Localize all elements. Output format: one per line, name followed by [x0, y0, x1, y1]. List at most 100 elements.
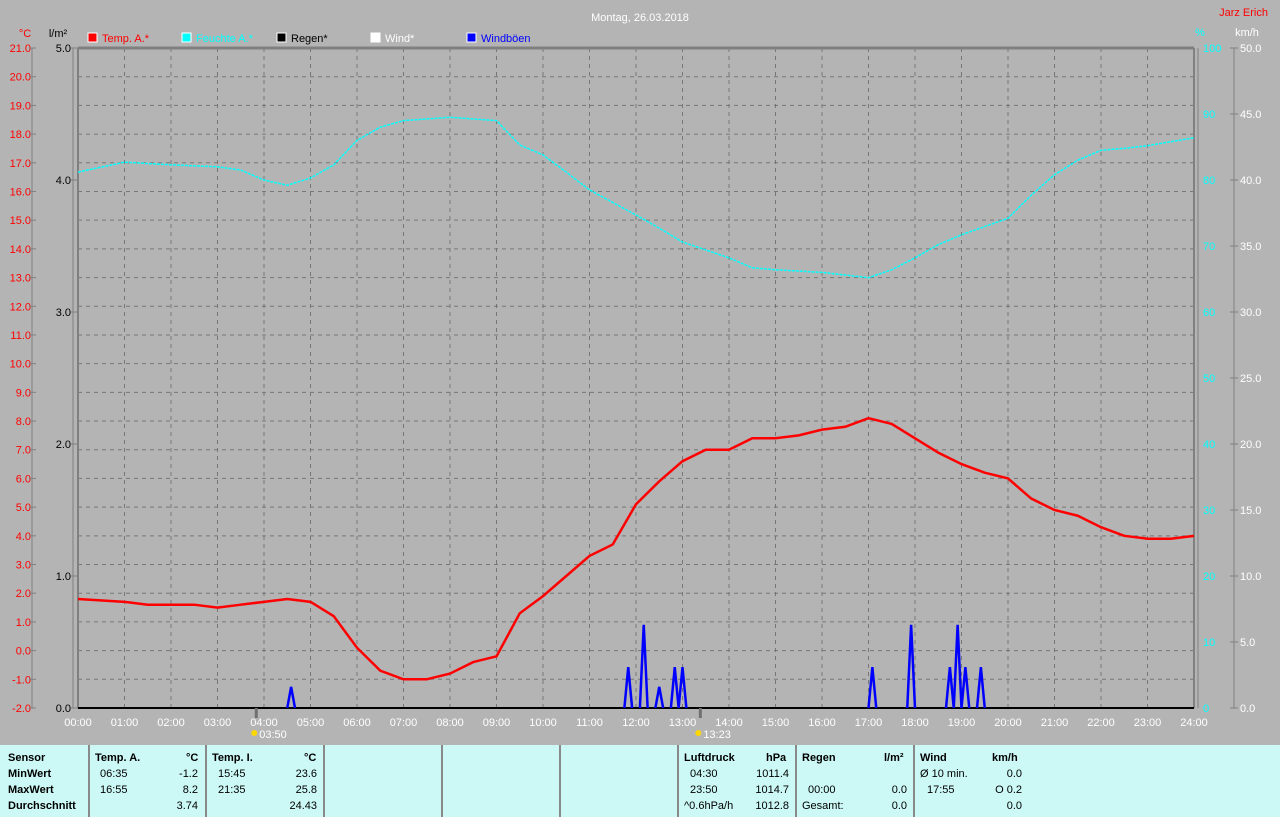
wind-avg: 0.0 [1006, 768, 1022, 780]
x-tick-label: 19:00 [948, 717, 976, 729]
gust-spike [286, 686, 297, 709]
legend-swatch [370, 32, 381, 43]
col-divider [88, 745, 205, 817]
temp-tick-label: 12.0 [10, 301, 31, 313]
weather-chart: Montag, 26.03.2018 Jarz Erich °C l/m²% km/h 2… [10, 7, 1268, 741]
temp-a-min: -1.2 [179, 768, 198, 780]
sun-icon [695, 730, 702, 736]
temp-tick-label: 21.0 [10, 43, 31, 55]
temp-i-min: 23.6 [295, 768, 317, 780]
humidity-tick-label: 30 [1203, 505, 1215, 517]
x-tick-label: 12:00 [622, 717, 650, 729]
temp-tick-label: 11.0 [10, 330, 31, 342]
temp-tick-label: 4.0 [16, 531, 31, 543]
humidity-tick-label: 70 [1203, 241, 1215, 253]
humidity-tick-label: 90 [1203, 109, 1215, 121]
temp-tick-label: 5.0 [16, 502, 31, 514]
humidity-tick-label: 100 [1203, 43, 1221, 55]
marker-label: 13:23 [703, 729, 731, 741]
temp-a-header: Temp. A. [95, 752, 141, 764]
rain-unit-label: l/m² [49, 28, 68, 40]
humidity-tick-label: 0 [1203, 703, 1209, 715]
wind-avg-label: Ø 10 min. [920, 768, 968, 780]
wind-tick-label: 25.0 [1240, 373, 1261, 385]
x-tick-label: 14:00 [715, 717, 743, 729]
row-label-min: MinWert [8, 768, 52, 780]
x-tick-label: 03:00 [204, 717, 232, 729]
wind-tick-label: 50.0 [1240, 43, 1261, 55]
col-divider [913, 745, 1031, 817]
temp-a-avg: 3.74 [176, 800, 198, 812]
pressure-avg: 1012.8 [755, 800, 789, 812]
x-tick-label: 09:00 [483, 717, 511, 729]
x-tick-label: 01:00 [111, 717, 139, 729]
x-tick-label: 07:00 [390, 717, 418, 729]
col-divider [559, 745, 677, 817]
temp-i-max-time: 21:35 [218, 784, 246, 796]
rain-total-label: Gesamt: [802, 800, 844, 812]
humidity-tick-label: 20 [1203, 571, 1215, 583]
temp-tick-label: 13.0 [10, 273, 31, 285]
pressure-min-time: 04:30 [690, 768, 718, 780]
wind-max: O 0.2 [995, 784, 1022, 796]
row-label-avg: Durchschnitt [8, 800, 76, 812]
humidity-line [77, 116, 1195, 279]
author-label: Jarz Erich [1219, 7, 1268, 19]
x-tick-label: 24:00 [1180, 717, 1208, 729]
temp-tick-label: 8.0 [16, 416, 31, 428]
gust-spike [960, 666, 971, 709]
temp-tick-label: 18.0 [10, 129, 31, 141]
temp-tick-label: 15.0 [10, 215, 31, 227]
wind-header: Wind [920, 752, 947, 764]
gust-spike [867, 666, 878, 709]
temp-i-max: 25.8 [295, 784, 317, 796]
x-tick-label: 00:00 [64, 717, 92, 729]
humidity-tick-label: 60 [1203, 307, 1215, 319]
x-tick-label: 22:00 [1087, 717, 1115, 729]
col-divider [323, 745, 441, 817]
humidity-unit-label: % [1195, 27, 1205, 39]
x-tick-label: 16:00 [808, 717, 836, 729]
humidity-tick-label: 40 [1203, 439, 1215, 451]
rain-total: 0.0 [891, 800, 907, 812]
temp-a-unit: °C [186, 752, 199, 764]
rain-unit: l/m² [884, 752, 904, 764]
x-tick-label: 18:00 [901, 717, 929, 729]
legend-swatch [466, 32, 477, 43]
gust-spike [669, 666, 680, 709]
wind-last: 0.0 [1006, 800, 1022, 812]
gust-spike [677, 666, 688, 709]
x-tick-label: 13:00 [669, 717, 697, 729]
rain-tick-label: 5.0 [56, 43, 71, 55]
wind-tick-label: 45.0 [1240, 109, 1261, 121]
wind-tick-label: 5.0 [1240, 637, 1255, 649]
temp-tick-label: -1.0 [12, 674, 31, 686]
temp-tick-label: 19.0 [10, 100, 31, 112]
wind-unit-label: km/h [1235, 27, 1259, 39]
wind-tick-label: 0.0 [1240, 703, 1255, 715]
gust-spike [975, 666, 986, 709]
legend-swatch [276, 32, 287, 43]
x-tick-label: 06:00 [343, 717, 371, 729]
row-label-max: MaxWert [8, 784, 54, 796]
temp-a-max: 8.2 [182, 784, 198, 796]
rain-header: Regen [802, 752, 836, 764]
legend-swatch [181, 32, 192, 43]
x-tick-label: 10:00 [529, 717, 557, 729]
temp-tick-label: 10.0 [10, 359, 31, 371]
x-tick-label: 05:00 [297, 717, 325, 729]
sun-icon [251, 730, 258, 736]
x-tick-label: 21:00 [1041, 717, 1069, 729]
gust-spike [623, 666, 634, 709]
temp-line [77, 416, 1195, 681]
wind-unit: km/h [992, 752, 1018, 764]
col-divider [441, 745, 559, 817]
temp-i-min-time: 15:45 [218, 768, 246, 780]
gust-spike [654, 686, 665, 709]
wind-tick-label: 15.0 [1240, 505, 1261, 517]
x-tick-label: 11:00 [576, 717, 603, 729]
rain-max-time: 00:00 [808, 784, 836, 796]
temp-tick-label: 14.0 [10, 244, 31, 256]
x-tick-label: 02:00 [157, 717, 185, 729]
x-tick-label: 15:00 [762, 717, 790, 729]
